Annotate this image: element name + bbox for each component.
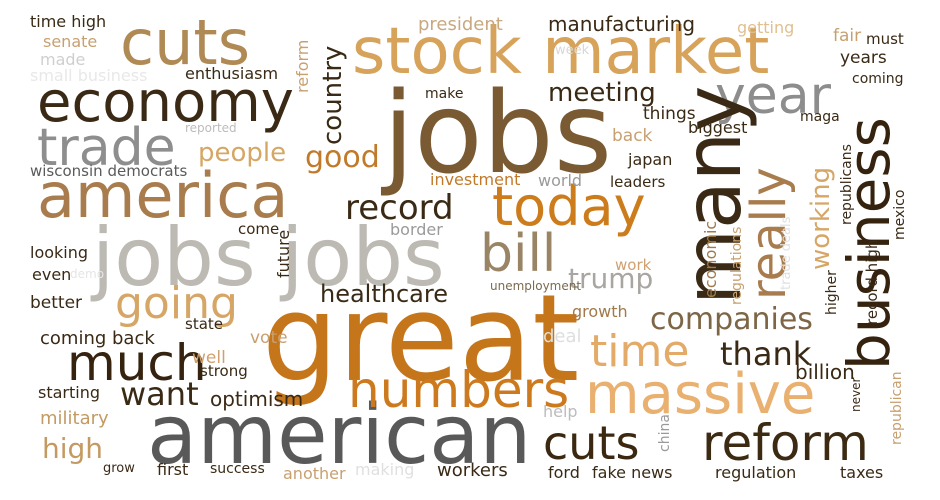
word: regulation bbox=[715, 463, 797, 482]
word: ford bbox=[548, 463, 580, 482]
word: america bbox=[37, 159, 289, 232]
word: grow bbox=[103, 461, 135, 476]
word: getting bbox=[737, 18, 795, 37]
word: massive bbox=[585, 362, 816, 427]
word: starting bbox=[38, 383, 101, 402]
word: optimism bbox=[210, 387, 304, 411]
word: week bbox=[555, 43, 590, 58]
word: record high bbox=[863, 239, 881, 325]
word: strong bbox=[200, 362, 248, 380]
word: economic bbox=[701, 220, 720, 298]
word: republican bbox=[889, 371, 905, 445]
word: higher bbox=[824, 270, 840, 315]
word: people bbox=[198, 138, 287, 168]
word: bill bbox=[480, 224, 557, 284]
word: making bbox=[355, 460, 415, 479]
word: president bbox=[418, 14, 503, 35]
word: looking bbox=[30, 243, 89, 262]
word: coming bbox=[852, 71, 904, 87]
word: make bbox=[425, 86, 464, 102]
word: time high bbox=[30, 12, 107, 31]
word: going bbox=[115, 278, 238, 329]
word: much bbox=[67, 334, 207, 392]
word: record bbox=[345, 188, 454, 228]
word: companies bbox=[650, 302, 813, 337]
word: help bbox=[543, 402, 578, 421]
word: stock market bbox=[352, 15, 770, 89]
word: back bbox=[612, 126, 653, 146]
word: deal bbox=[543, 326, 582, 347]
word: better bbox=[30, 293, 83, 313]
word: come bbox=[238, 220, 280, 238]
word: demo bbox=[70, 267, 105, 281]
word: biggest bbox=[688, 118, 748, 137]
word: year bbox=[715, 66, 832, 126]
word: maga bbox=[800, 109, 840, 125]
word: reported bbox=[185, 121, 237, 135]
word: state bbox=[185, 315, 223, 333]
word: jobs jobs bbox=[92, 211, 445, 304]
word: coming back bbox=[40, 328, 155, 349]
word: unemployment bbox=[490, 279, 582, 293]
word: reform bbox=[702, 414, 869, 472]
word: made bbox=[40, 50, 86, 69]
word: china bbox=[657, 414, 673, 452]
word: investment bbox=[430, 170, 521, 189]
word: economy bbox=[37, 70, 294, 135]
word: border bbox=[390, 220, 443, 239]
word: success bbox=[210, 461, 265, 477]
word: working bbox=[806, 166, 836, 270]
word: american bbox=[147, 388, 532, 483]
word: trade deals bbox=[779, 216, 794, 290]
word: today bbox=[492, 175, 646, 238]
word: billion bbox=[795, 360, 855, 384]
word: must bbox=[866, 30, 904, 48]
word: future bbox=[274, 229, 293, 278]
word: military bbox=[40, 408, 109, 429]
word: regulations bbox=[729, 226, 745, 305]
word: great bbox=[262, 270, 580, 409]
word: thank bbox=[720, 335, 812, 373]
word: growth bbox=[572, 302, 628, 321]
word: manufacturing bbox=[548, 12, 696, 36]
word: wisconsin democrats bbox=[30, 162, 188, 180]
word: years bbox=[840, 48, 887, 68]
word: enthusiasm bbox=[185, 64, 279, 83]
word: good bbox=[305, 140, 380, 175]
word: first bbox=[157, 460, 189, 479]
word: mexico bbox=[892, 189, 908, 240]
word: meeting bbox=[548, 78, 656, 108]
word: another bbox=[283, 464, 346, 483]
word: world bbox=[538, 171, 583, 190]
word: cuts bbox=[120, 6, 250, 79]
word: country bbox=[318, 45, 348, 145]
word: fair bbox=[833, 26, 862, 46]
word: well bbox=[192, 348, 226, 368]
word: japan bbox=[628, 150, 673, 169]
word: fake news bbox=[592, 463, 673, 482]
word: vote bbox=[250, 328, 288, 348]
word: time bbox=[590, 326, 690, 377]
word: high bbox=[42, 432, 104, 465]
word: senate bbox=[43, 32, 98, 51]
word: leaders bbox=[610, 173, 666, 191]
word: taxes bbox=[840, 463, 884, 482]
word: work bbox=[615, 256, 652, 274]
word: want bbox=[120, 375, 199, 413]
word: jobs bbox=[383, 69, 613, 199]
word: never bbox=[849, 377, 863, 412]
word: reform bbox=[293, 39, 312, 93]
word: republicans bbox=[839, 144, 855, 225]
word: cuts bbox=[543, 416, 640, 470]
word: healthcare bbox=[320, 280, 448, 308]
word: trade bbox=[37, 118, 176, 178]
word: numbers bbox=[348, 361, 570, 419]
word: even bbox=[32, 265, 72, 284]
word: things bbox=[643, 104, 696, 124]
word: workers bbox=[437, 460, 508, 481]
word: small business bbox=[30, 66, 148, 85]
word: trump bbox=[568, 262, 654, 295]
